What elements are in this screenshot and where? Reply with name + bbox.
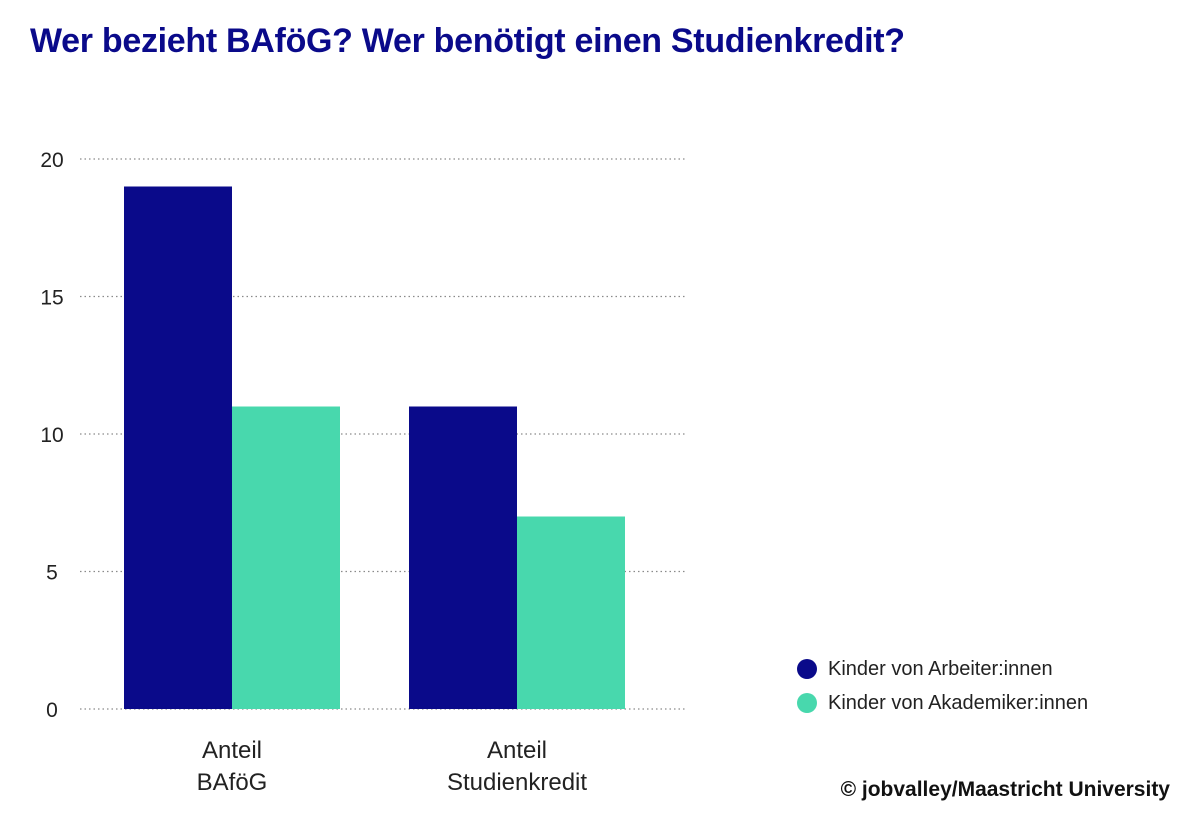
bars bbox=[124, 186, 625, 709]
legend-item-akademiker: Kinder von Akademiker:innen bbox=[797, 686, 1088, 720]
bar-akademiker-0 bbox=[232, 406, 340, 709]
y-axis-ticks: 0 5 10 15 20 bbox=[40, 149, 63, 722]
x-tick-label: Anteil bbox=[487, 737, 547, 764]
x-tick-label: Studienkredit bbox=[447, 769, 587, 796]
y-tick-label: 5 bbox=[46, 562, 58, 585]
source-credit: © jobvalley/Maastricht University bbox=[840, 778, 1170, 801]
x-tick-label: Anteil bbox=[202, 737, 262, 764]
chart-title: Wer bezieht BAföG? Wer benötigt einen St… bbox=[30, 22, 905, 60]
bar-akademiker-1 bbox=[517, 516, 625, 709]
bar-arbeiter-0 bbox=[124, 186, 232, 709]
legend-label-akademiker: Kinder von Akademiker:innen bbox=[828, 691, 1089, 714]
x-tick-label: BAföG bbox=[197, 769, 268, 796]
legend-label-arbeiter: Kinder von Arbeiter:innen bbox=[828, 657, 1053, 680]
legend-swatch-arbeiter bbox=[797, 659, 817, 679]
legend-swatch-akademiker bbox=[797, 693, 817, 713]
legend-item-arbeiter: Kinder von Arbeiter:innen bbox=[797, 652, 1088, 686]
y-tick-label: 20 bbox=[40, 149, 63, 172]
bar-arbeiter-1 bbox=[409, 406, 517, 709]
y-tick-label: 10 bbox=[40, 424, 63, 447]
legend: Kinder von Arbeiter:innen Kinder von Aka… bbox=[797, 652, 1088, 720]
x-axis-labels: Anteil BAföG Anteil Studienkredit bbox=[197, 737, 588, 796]
y-tick-label: 15 bbox=[40, 287, 63, 310]
y-tick-label: 0 bbox=[46, 699, 58, 722]
